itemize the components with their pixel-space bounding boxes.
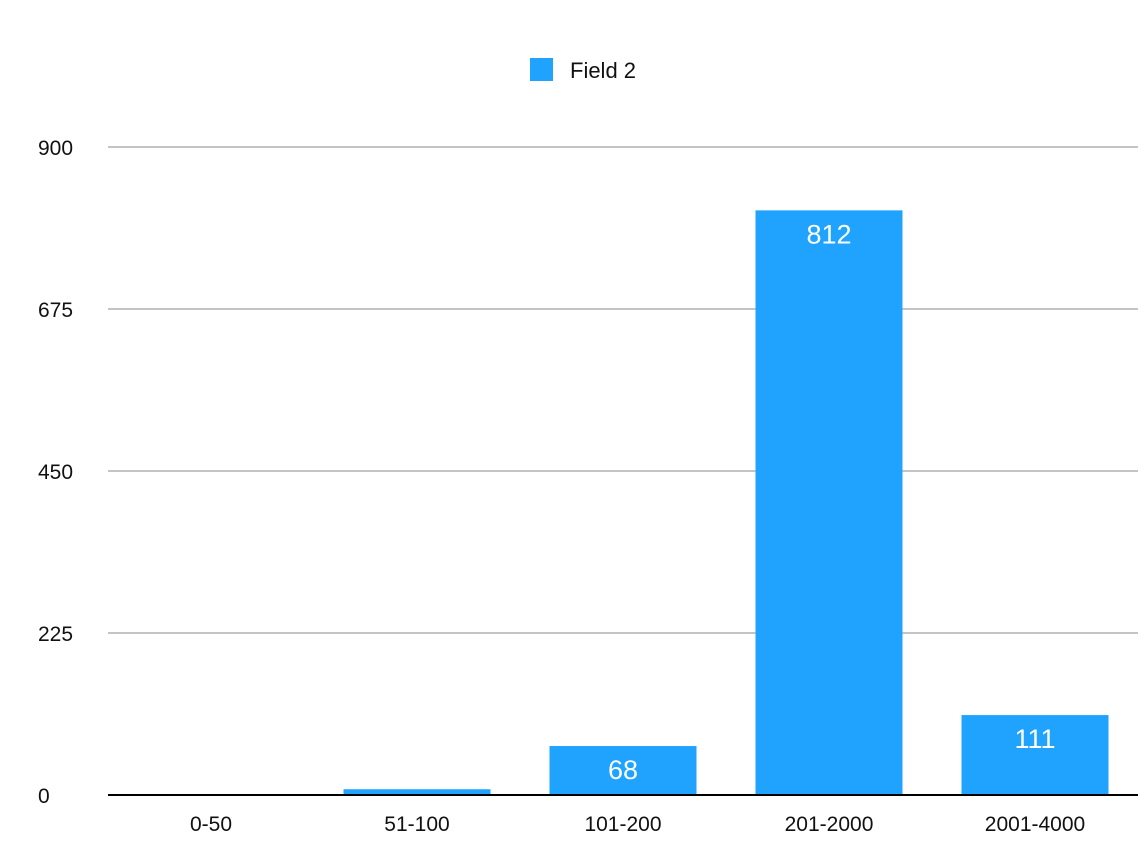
y-tick-label: 900 <box>38 137 73 160</box>
x-tick-label: 201-2000 <box>785 813 874 836</box>
x-tick-label: 51-100 <box>384 813 449 836</box>
data-label-201-2000: 812 <box>806 219 851 249</box>
bar-201-2000 <box>755 210 903 796</box>
bar-51-100 <box>343 789 491 795</box>
x-tick-label: 0-50 <box>190 813 232 836</box>
gridlines <box>108 146 1138 634</box>
legend-swatch <box>530 58 553 81</box>
data-label-101-200: 68 <box>608 755 638 785</box>
y-tick-label: 0 <box>38 785 50 808</box>
y-axis-ticks: 0 225 450 675 900 <box>38 137 73 808</box>
y-tick-label: 450 <box>38 461 73 484</box>
y-tick-label: 675 <box>38 299 73 322</box>
x-tick-label: 2001-4000 <box>985 813 1085 836</box>
data-label-2001-4000: 111 <box>1014 724 1055 754</box>
bar-2001-4000 <box>961 715 1109 795</box>
y-tick-label: 225 <box>38 623 73 646</box>
bar-101-200 <box>549 746 697 795</box>
x-tick-label: 101-200 <box>584 813 661 836</box>
legend: Field 2 <box>530 58 636 83</box>
x-axis-ticks: 0-50 51-100 101-200 201-2000 2001-4000 <box>190 813 1085 836</box>
legend-label: Field 2 <box>570 58 636 83</box>
bars: 68 812 111 <box>343 210 1109 796</box>
